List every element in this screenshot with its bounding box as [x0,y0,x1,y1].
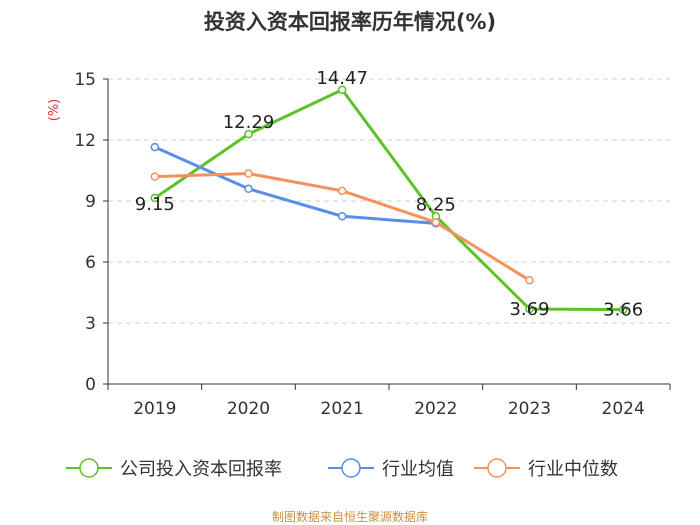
y-tick-label: 6 [85,253,96,273]
series-line [153,88,624,312]
legend-marker [341,458,361,478]
data-label: 9.15 [135,194,175,215]
data-label: 8.25 [416,194,456,215]
chart-title: 投资入资本回报率历年情况(%) [203,10,497,34]
data-point [337,186,347,196]
data-point [525,304,534,314]
data-label: 14.47 [316,68,368,89]
data-point [337,85,347,95]
data-point [244,184,253,194]
legend-label: 行业均值 [382,459,454,480]
legend-marker [79,458,99,478]
x-tick-label: 2019 [133,399,176,419]
y-tick-label: 3 [85,314,96,334]
x-tick-label: 2022 [414,399,457,419]
data-label: 3.69 [509,299,549,320]
y-axis-label: (%) [47,99,62,122]
y-tick-label: 0 [85,375,96,395]
data-point [337,212,347,221]
data-point [150,142,160,152]
data-point [618,305,628,314]
legend-label: 行业中位数 [528,459,618,480]
data-point [244,129,253,139]
legend-marker [487,458,507,478]
data-label: 12.29 [223,112,275,133]
y-tick-label: 9 [85,192,96,212]
data-point [431,218,441,227]
source-footer: 制图数据来自恒生聚源数据库 [271,510,428,524]
data-point [525,276,534,285]
x-tick-label: 2023 [508,399,551,419]
series-line [154,145,436,225]
data-point [150,193,160,203]
x-tick-label: 2021 [321,399,364,419]
data-point [150,172,160,181]
x-tick-label: 2020 [227,399,270,419]
data-point [244,169,253,178]
y-tick-label: 12 [74,131,96,151]
data-label: 3.66 [603,300,643,321]
legend-label: 公司投入资本回报率 [120,459,282,480]
x-tick-label: 2024 [602,399,645,419]
y-tick-label: 15 [74,70,96,90]
